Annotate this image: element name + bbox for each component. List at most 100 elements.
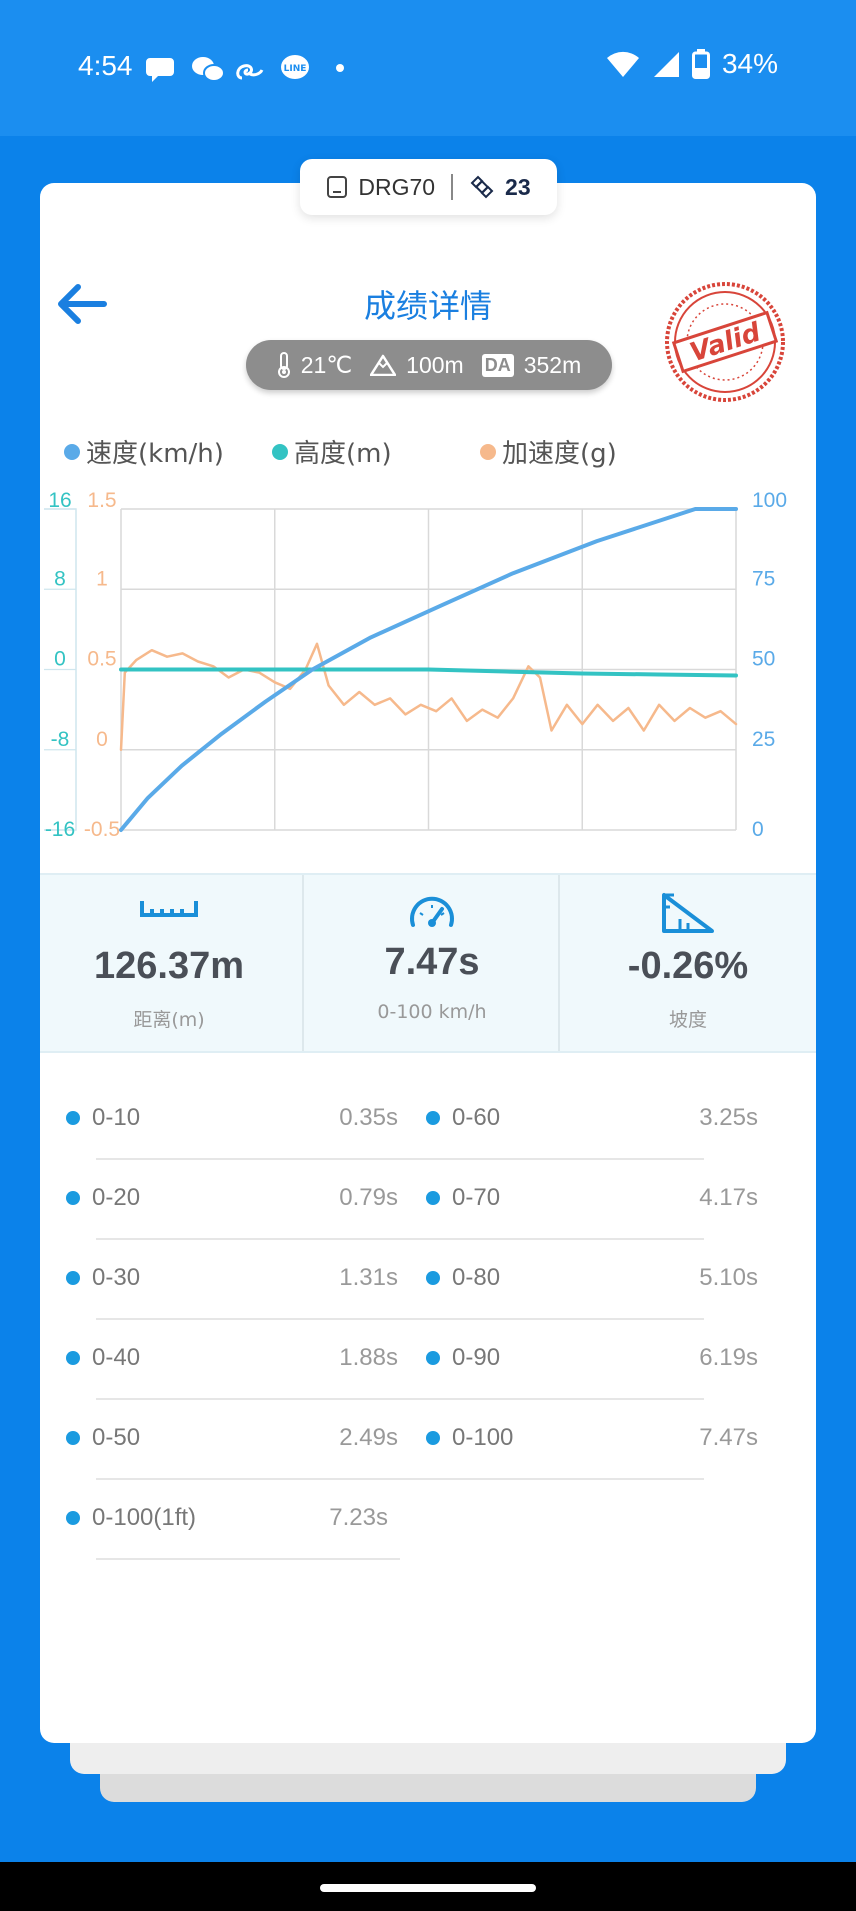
split-dot [66, 1271, 80, 1285]
zero-to-hundred-value: 7.47s [384, 941, 480, 983]
split-label: 0-80 [452, 1264, 501, 1291]
ruler-icon [140, 901, 198, 917]
split-row: 0-100(1ft) 7.23s [66, 1478, 400, 1560]
stats-panel: 126.37m 距离(m) 7.47s 0-100 km/h -0.26% 坡度 [40, 873, 816, 1053]
split-label: 0-60 [452, 1104, 501, 1131]
battery-icon [691, 49, 710, 79]
legend-dot-altitude [272, 443, 288, 460]
legend-label-acceleration: 加速度(g) [502, 439, 617, 469]
thermometer-icon [277, 352, 290, 378]
split-row: 0-40 1.88s [66, 1318, 400, 1400]
split-row: 0-60 3.25s [316, 1078, 758, 1160]
chart-legend: 速度(km/h) 高度(m) 加速度(g) [64, 433, 804, 473]
acceleration-tick-label: 1 [96, 567, 108, 590]
wechat-icon [192, 57, 225, 82]
performance-chart: 16 8 0 -8 -16 1.5 1 0.5 0 -0.5 100 75 50 25 0 [44, 489, 787, 841]
card-stack-back [100, 1770, 756, 1802]
stat-distance: 126.37m 距离(m) [40, 875, 298, 1053]
acceleration-tick-label: 0 [96, 728, 108, 751]
conditions-pill: 21℃ 100m DA 352m [246, 340, 612, 390]
split-divider [96, 1318, 400, 1320]
split-time: 1.31s [339, 1264, 398, 1291]
split-label: 0-20 [92, 1184, 141, 1211]
stat-zero-to-hundred: 7.47s 0-100 km/h [304, 875, 560, 1053]
acceleration-tick-label: 1.5 [87, 489, 116, 512]
split-label: 0-30 [92, 1264, 141, 1291]
altitude-tick-label: -8 [51, 728, 70, 751]
split-dot [426, 1191, 440, 1205]
back-button[interactable] [52, 279, 112, 329]
speed-tick-label: 25 [752, 728, 775, 751]
speedometer-icon [410, 896, 454, 927]
line-icon: LINE [281, 55, 309, 79]
split-dot [426, 1111, 440, 1125]
result-card: 成绩详情 Valid 21℃ 100m DA 352m 速度(km/h) [40, 183, 816, 1743]
split-divider [96, 1558, 400, 1560]
split-row: 0-100 7.47s [316, 1398, 758, 1480]
slope-value: -0.26% [627, 945, 749, 987]
split-dot [426, 1351, 440, 1365]
legend-label-speed: 速度(km/h) [86, 439, 224, 469]
satellite-count: 23 [505, 173, 531, 200]
stat-divider [302, 875, 304, 1051]
altitude-tick-label: -16 [45, 818, 75, 841]
split-row: 0-90 6.19s [316, 1318, 758, 1400]
speed-series-line [119, 507, 738, 832]
svg-text:LINE: LINE [284, 64, 307, 74]
split-dot [66, 1511, 80, 1525]
speed-tick-label: 100 [752, 489, 787, 512]
acceleration-tick-label: -0.5 [84, 818, 120, 841]
split-time: 7.23s [329, 1504, 388, 1531]
satellite-icon [470, 175, 494, 199]
split-divider [316, 1158, 704, 1160]
split-row: 0-70 4.17s [316, 1158, 758, 1240]
split-divider [316, 1398, 704, 1400]
valid-stamp-icon: Valid [665, 282, 785, 402]
legend-dot-acceleration [480, 443, 496, 460]
altitude-tick-label: 0 [54, 648, 66, 671]
split-label: 0-50 [92, 1424, 141, 1451]
legend-label-altitude: 高度(m) [294, 439, 392, 469]
split-row: 0-30 1.31s [66, 1238, 400, 1320]
split-time: 6.19s [699, 1344, 758, 1371]
split-time: 2.49s [339, 1424, 398, 1451]
split-divider [316, 1478, 704, 1480]
device-pill[interactable]: DRG70 23 [300, 159, 557, 215]
status-time: 4:54 [78, 50, 133, 81]
split-time: 0.35s [339, 1104, 398, 1131]
device-name: DRG70 [358, 173, 436, 200]
split-divider [96, 1238, 400, 1240]
wifi-icon [606, 51, 639, 77]
split-row: 0-10 0.35s [66, 1078, 400, 1160]
split-divider [316, 1238, 704, 1240]
split-dot [426, 1431, 440, 1445]
split-row: 0-20 0.79s [66, 1158, 400, 1240]
split-dot [426, 1271, 440, 1285]
zero-to-hundred-label: 0-100 km/h [377, 1001, 487, 1023]
pill-separator [451, 174, 454, 200]
slope-icon [662, 893, 714, 933]
split-time: 0.79s [339, 1184, 398, 1211]
legend-speed: 速度(km/h) [64, 433, 224, 470]
split-dot [66, 1111, 80, 1125]
split-divider [96, 1478, 400, 1480]
speed-tick-label: 0 [752, 818, 764, 841]
status-right: 34% [606, 48, 778, 80]
density-altitude-badge: DA [481, 353, 514, 377]
split-label: 0-70 [452, 1184, 501, 1211]
legend-altitude: 高度(m) [272, 433, 392, 470]
split-label: 0-100(1ft) [92, 1504, 197, 1531]
page-title: 成绩详情 [363, 287, 492, 325]
legend-dot-speed [64, 443, 80, 460]
split-dot [66, 1431, 80, 1445]
split-divider [96, 1398, 400, 1400]
altitude-series-line [119, 667, 738, 678]
split-dot [66, 1191, 80, 1205]
notification-icons: LINE [146, 55, 344, 82]
speed-tick-label: 50 [752, 648, 775, 671]
split-label: 0-40 [92, 1344, 141, 1371]
slope-label: 坡度 [668, 1009, 707, 1031]
split-time: 3.25s [699, 1104, 758, 1131]
split-divider [96, 1158, 400, 1160]
home-indicator[interactable] [320, 1884, 536, 1892]
